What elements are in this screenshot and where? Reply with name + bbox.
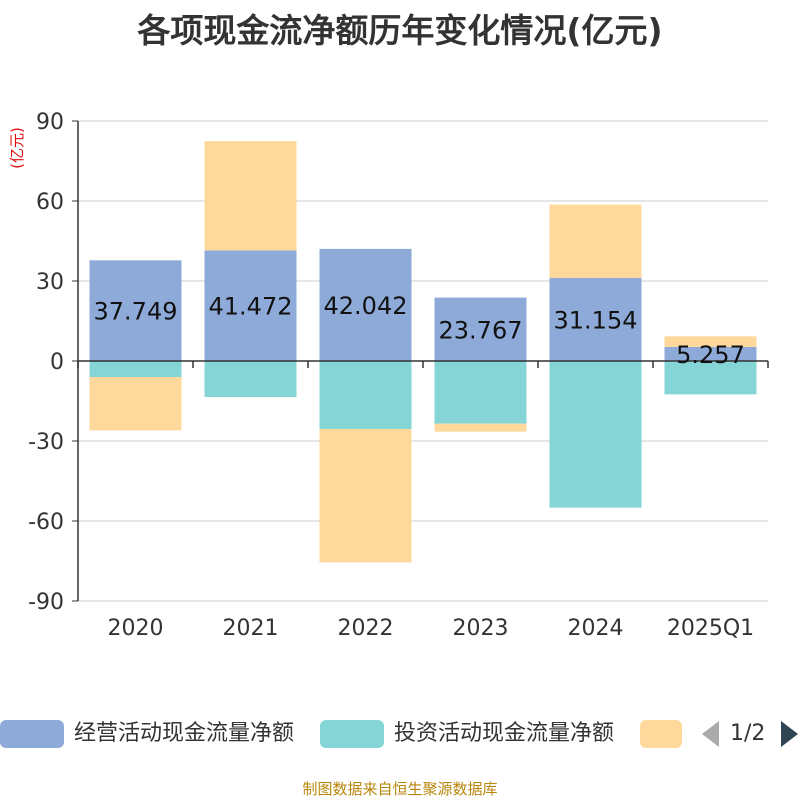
data-label: 42.042 bbox=[324, 292, 408, 320]
legend-swatch-operating bbox=[0, 720, 64, 748]
x-tick-label: 2023 bbox=[453, 616, 509, 641]
y-tick-label: 60 bbox=[36, 190, 64, 215]
legend-swatch-financing bbox=[640, 720, 682, 748]
pager-text: 1/2 bbox=[730, 721, 766, 746]
data-label: 37.749 bbox=[94, 298, 178, 326]
data-label: 23.767 bbox=[439, 316, 523, 344]
legend-label-operating: 经营活动现金流量净额 bbox=[74, 721, 295, 746]
bar-series1-2020 bbox=[89, 361, 182, 377]
x-tick-label: 2024 bbox=[568, 616, 624, 641]
y-tick-label: -60 bbox=[28, 510, 64, 535]
pager-next-icon[interactable] bbox=[781, 721, 798, 747]
bar-series1-2024 bbox=[549, 361, 642, 508]
bar-series1-2023 bbox=[434, 361, 527, 424]
data-label: 5.257 bbox=[676, 341, 745, 369]
x-tick-label: 2020 bbox=[108, 616, 164, 641]
legend-label-investing: 投资活动现金流量净额 bbox=[394, 721, 615, 746]
bar-series2-2025Q1 bbox=[664, 336, 757, 347]
y-tick-label: 0 bbox=[50, 350, 64, 375]
y-tick-label: 90 bbox=[36, 110, 64, 135]
bar-series0-2021 bbox=[204, 250, 297, 361]
data-label: 31.154 bbox=[554, 306, 638, 334]
bar-series0-2022 bbox=[319, 248, 412, 361]
y-tick-label: -90 bbox=[28, 590, 64, 615]
bar-series2-2023 bbox=[434, 423, 527, 432]
bar-series0-2025Q1 bbox=[664, 346, 757, 361]
data-label: 41.472 bbox=[209, 293, 293, 321]
legend-pager: 1/2 bbox=[700, 718, 800, 750]
legend-swatch-investing bbox=[320, 720, 384, 748]
bar-series2-2021 bbox=[204, 141, 297, 251]
bar-series0-2023 bbox=[434, 297, 527, 361]
y-axis-label: (亿元) bbox=[8, 127, 26, 169]
source-note: 制图数据来自恒生聚源数据库 bbox=[302, 780, 498, 798]
x-tick-label: 2021 bbox=[223, 616, 279, 641]
pager-prev-icon[interactable] bbox=[702, 721, 719, 747]
bar-series2-2022 bbox=[319, 429, 412, 563]
bar-series2-2020 bbox=[89, 377, 182, 431]
legend-item-financing[interactable] bbox=[640, 718, 690, 750]
bar-series0-2024 bbox=[549, 277, 642, 361]
y-tick-label: -30 bbox=[28, 430, 64, 455]
bar-series0-2020 bbox=[89, 260, 182, 361]
bar-series2-2024 bbox=[549, 204, 642, 278]
bar-series1-2025Q1 bbox=[664, 361, 757, 395]
bar-series1-2021 bbox=[204, 361, 297, 397]
chart-svg: 90 60 30 0 -30 -60 -90 (亿元) 2020 2021 2022 2023 2024… bbox=[8, 110, 769, 641]
x-tick-label: 2022 bbox=[338, 616, 394, 641]
chart-title: 各项现金流净额历年变化情况(亿元) bbox=[137, 11, 663, 50]
bar-series1-2022 bbox=[319, 361, 412, 429]
x-tick-label: 2025Q1 bbox=[667, 616, 754, 641]
y-tick-label: 30 bbox=[36, 270, 64, 295]
